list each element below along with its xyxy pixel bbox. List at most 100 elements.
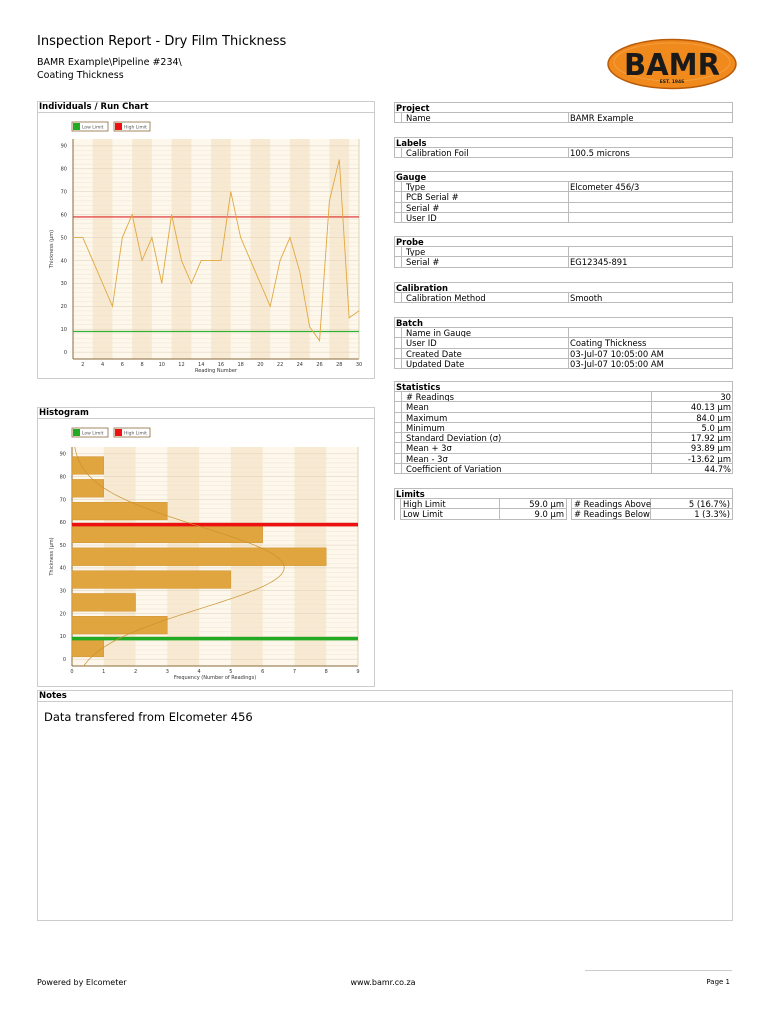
y-tick-label: 30 <box>60 589 66 595</box>
batch-section: Batch Name in Gauge User ID Coating Thickne… <box>394 317 733 370</box>
y-tick-label: 30 <box>61 281 67 287</box>
y-tick-label: 0 <box>63 657 66 663</box>
plot-band <box>92 139 113 359</box>
y-tick-label: 50 <box>60 543 66 549</box>
data-point <box>220 260 222 261</box>
bamr-logo: BAMR EST. 1946 <box>607 38 737 90</box>
x-tick-label: 3 <box>166 669 169 675</box>
gauge-heading: Gauge <box>394 171 733 182</box>
x-tick-label: 4 <box>101 362 104 368</box>
stat-label: Maximum <box>401 412 651 422</box>
run-chart-panel: Individuals / Run Chart 0 10 20 30 40 50 60 70 8… <box>37 101 375 379</box>
row-label: Calibration Foil <box>401 148 568 158</box>
calibration-heading: Calibration <box>394 282 733 293</box>
stat-value: 40.13 µm <box>651 402 732 412</box>
data-point <box>299 271 301 273</box>
stat-value: 17.92 µm <box>651 433 732 443</box>
stat-value: 93.89 µm <box>651 443 732 453</box>
thickness-series-line <box>73 159 360 342</box>
histogram-panel: Histogram 0 10 20 30 40 50 60 70 80 90 0 1 2 3 4 5 6 7 8 9 F… <box>37 407 375 687</box>
data-point <box>171 214 173 216</box>
stat-value: -13.62 µm <box>651 453 732 464</box>
data-point <box>200 260 202 261</box>
row-label: Name <box>401 113 568 123</box>
limits-row: High Limit 59.0 µm # Readings Above 5 (1… <box>394 499 733 510</box>
histogram-bar <box>71 502 168 521</box>
data-point <box>121 237 123 238</box>
data-point <box>141 260 143 261</box>
y-tick-label: 50 <box>61 235 67 241</box>
y-tick-label: 40 <box>61 258 67 264</box>
stat-label: Standard Deviation (σ) <box>401 433 651 443</box>
stat-label: Mean + 3σ <box>401 443 651 453</box>
stat-label: Minimum <box>401 422 651 433</box>
histogram-bar <box>71 616 168 635</box>
data-point <box>92 260 94 261</box>
y-tick-label: 20 <box>60 611 66 617</box>
legend-swatch <box>73 429 80 436</box>
data-point <box>131 214 133 216</box>
statistics-row: Standard Deviation (σ) 17.92 µm <box>394 433 733 444</box>
batch-row: Created Date 03-Jul-07 10:05:00 AM <box>394 348 733 359</box>
row-label: User ID <box>401 338 568 348</box>
gauge-row: User ID <box>394 212 733 224</box>
x-tick-label: 4 <box>198 669 201 675</box>
data-point <box>329 200 330 202</box>
data-point <box>112 305 113 307</box>
data-point <box>250 260 251 261</box>
histogram-bar <box>71 593 136 612</box>
footer-website-link[interactable]: www.bamr.co.za <box>350 978 416 987</box>
x-tick-label: 8 <box>325 669 328 675</box>
statistics-heading: Statistics <box>394 381 733 392</box>
histogram-chart: 0 10 20 30 40 50 60 70 80 90 0 1 2 3 4 5 6 7 8 9 Frequency (… <box>49 427 360 681</box>
data-point <box>358 310 360 312</box>
stat-value: 30 <box>651 392 732 402</box>
probe-section: Probe Type Serial # EG12345-891 <box>394 236 733 268</box>
histogram-bar <box>71 479 104 498</box>
histogram-bar <box>71 456 104 475</box>
readings-value: 5 (16.7%) <box>651 499 733 510</box>
row-label: PCB Serial # <box>401 192 568 202</box>
row-label: Name in Gauge <box>401 328 568 338</box>
x-axis-label: Frequency (Number of Readings) <box>174 675 256 681</box>
row-value: 100.5 microns <box>568 148 732 158</box>
readings-value: 1 (3.3%) <box>651 509 733 520</box>
notes-title: Notes <box>38 691 732 702</box>
statistics-row: # Readings 30 <box>394 392 733 403</box>
x-tick-label: 6 <box>121 362 124 368</box>
project-heading: Project <box>394 102 733 113</box>
limits-heading: Limits <box>394 488 733 499</box>
x-tick-label: 14 <box>198 362 204 368</box>
row-value: Elcometer 456/3 <box>568 182 732 192</box>
stat-label: Mean - 3σ <box>401 453 651 464</box>
limit-label: Low Limit <box>400 509 500 520</box>
calibration-row: Calibration Method Smooth <box>394 293 733 304</box>
row-value: BAMR Example <box>568 113 732 123</box>
x-tick-label: 20 <box>257 362 263 368</box>
data-point <box>230 191 232 193</box>
data-point <box>181 260 182 261</box>
statistics-row: Mean 40.13 µm <box>394 402 733 413</box>
footer-divider <box>585 970 732 971</box>
row-value: Smooth <box>568 293 732 303</box>
data-point <box>161 282 163 284</box>
data-point <box>102 282 103 284</box>
histogram-bar <box>71 570 232 589</box>
labels-row: Calibration Foil 100.5 microns <box>394 148 733 159</box>
row-label: Type <box>401 182 568 192</box>
gauge-row: PCB Serial # <box>394 192 733 203</box>
x-tick-label: 5 <box>229 669 232 675</box>
row-value <box>568 202 732 212</box>
histogram-bar <box>71 547 327 566</box>
data-point <box>338 159 340 161</box>
row-label: Created Date <box>401 348 568 358</box>
data-point <box>151 237 153 238</box>
probe-heading: Probe <box>394 236 733 247</box>
x-tick-label: 10 <box>159 362 165 368</box>
row-label: Updated Date <box>401 358 568 369</box>
row-value: 03-Jul-07 10:05:00 AM <box>568 348 732 359</box>
row-label: Serial # <box>401 257 568 267</box>
x-tick-label: 6 <box>261 669 264 675</box>
statistics-row: Mean - 3σ -13.62 µm <box>394 453 733 465</box>
y-tick-label: 80 <box>60 474 66 480</box>
